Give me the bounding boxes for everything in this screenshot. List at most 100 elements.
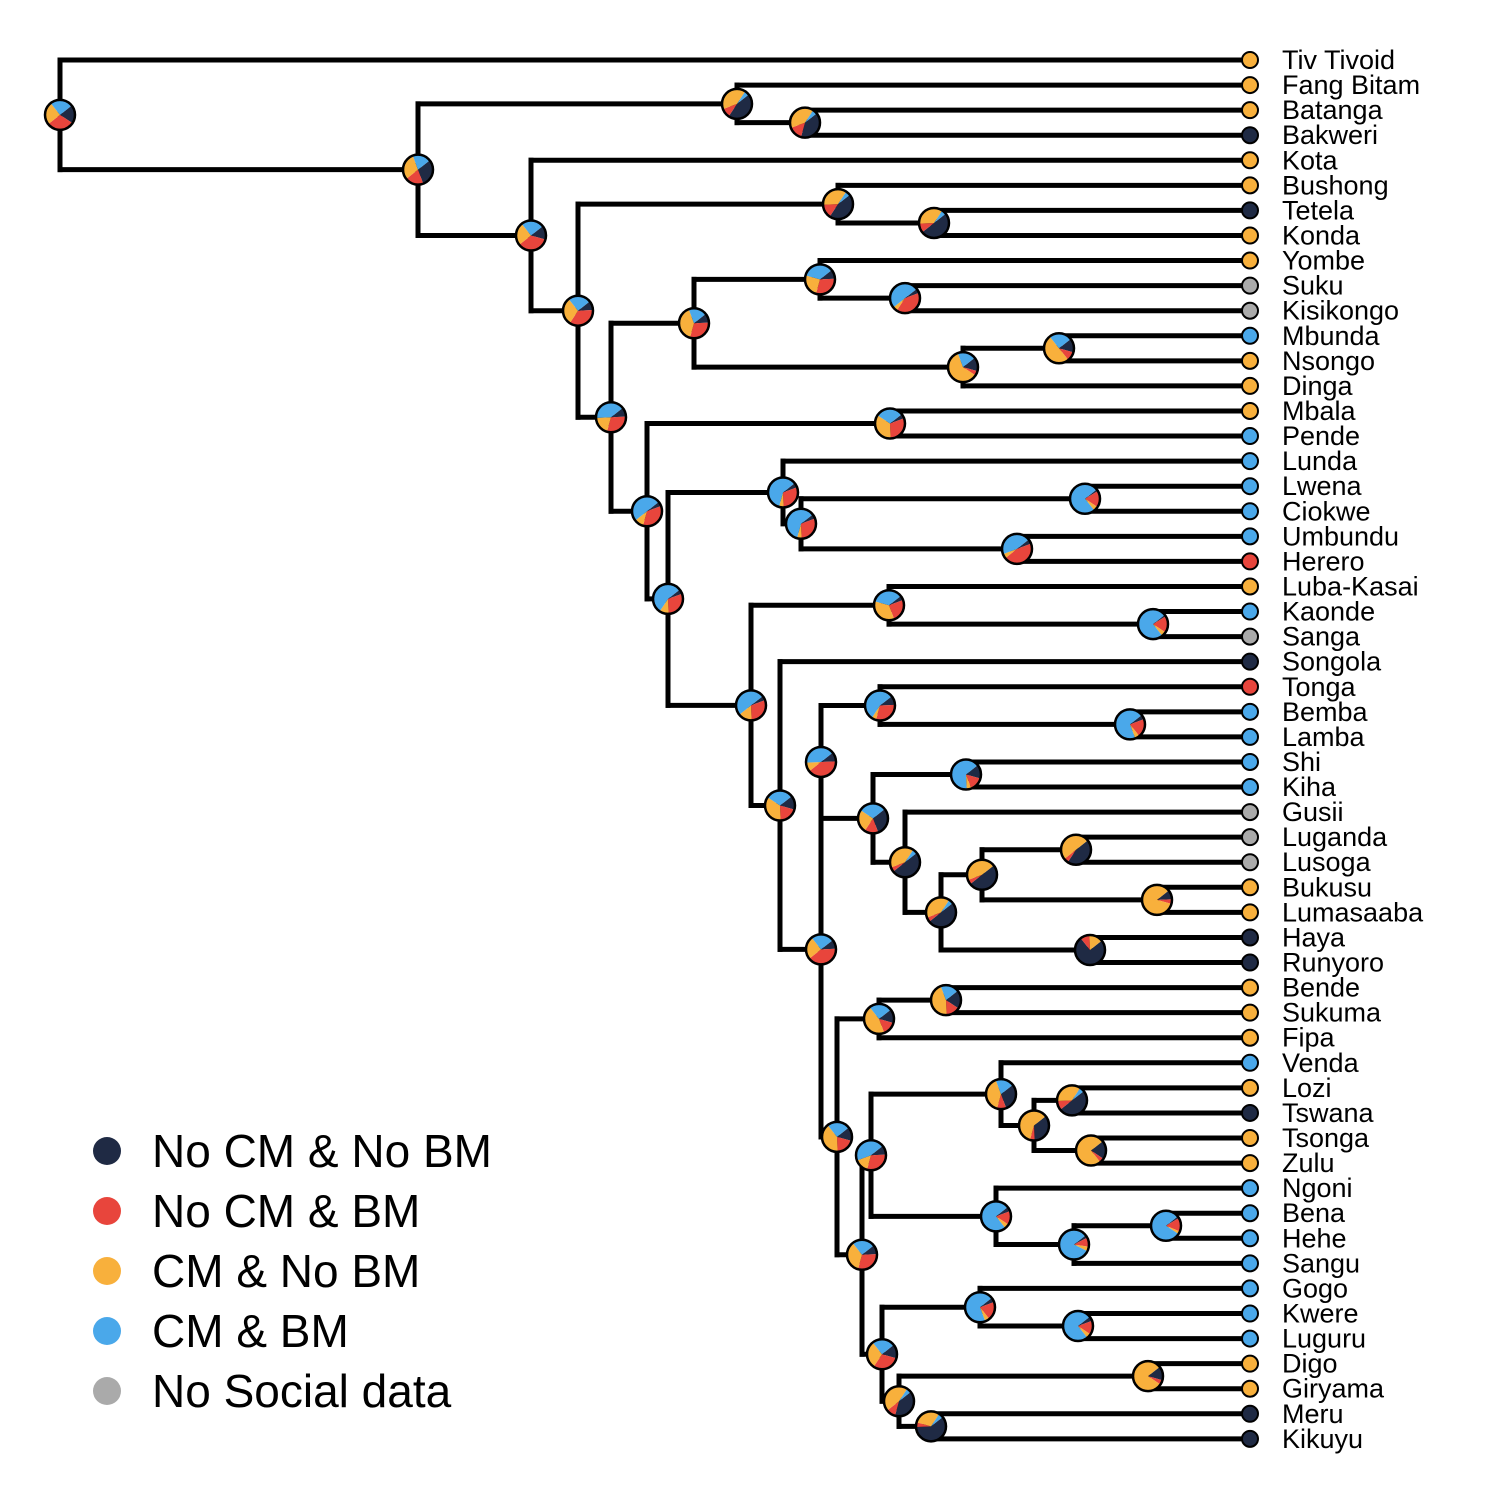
pie-slice-no-cm-no-bm (780, 796, 795, 810)
tip-label: Kota (1282, 145, 1339, 175)
pie-outline (1113, 708, 1147, 741)
tip: Kisikongo (1241, 296, 1399, 326)
tip: Bemba (1241, 697, 1369, 727)
pie-slice-cm-no-bm (789, 107, 814, 128)
tip: Lozi (1241, 1073, 1332, 1103)
pie-slice-cm-bm (838, 191, 850, 205)
tip: Sanga (1241, 622, 1361, 652)
tip-label: Kisikongo (1282, 296, 1399, 326)
pie-slice-cm-bm (737, 91, 749, 104)
tip-label: Lunda (1282, 446, 1358, 476)
pie-slice-cm-no-bm (966, 774, 972, 790)
pie-outline (865, 1337, 899, 1371)
tip-state-dot (1241, 151, 1259, 170)
pie-slice-no-cm-bm (519, 235, 546, 251)
tip: Shi (1241, 747, 1321, 777)
pie-slice-cm-bm (736, 690, 763, 715)
legend: No CM & No BM No CM & BM CM & No BM CM & BM… (93, 1125, 492, 1417)
tip: Lunda (1241, 446, 1358, 476)
tip-state-dot (1241, 752, 1259, 771)
pie-outline (862, 1002, 896, 1036)
pie-slice-cm-no-bm (659, 598, 669, 614)
node-pie (734, 689, 768, 722)
tip: Digo (1241, 1349, 1338, 1379)
pie-slice-no-cm-bm (963, 367, 978, 376)
pie-slice-cm-bm (951, 759, 978, 790)
pie-slice-no-cm-bm (668, 593, 684, 614)
pie-outline (929, 983, 963, 1017)
pie-outline (946, 350, 980, 384)
tip: Ciokwe (1241, 496, 1371, 526)
tip: Runyoro (1241, 948, 1384, 978)
pie-outline (788, 106, 822, 139)
node-pie (845, 1238, 879, 1271)
pie-slice-no-cm-bm (857, 1254, 877, 1270)
pie-slice-no-cm-no-bm (893, 852, 920, 878)
pie-slice-cm-no-bm (864, 1007, 885, 1034)
pie-outline (821, 187, 855, 221)
tip: Lamba (1241, 722, 1366, 752)
tip-state-dot (1241, 251, 1259, 270)
pie-slice-no-cm-no-bm (783, 483, 798, 493)
tip-label: Ngoni (1282, 1173, 1353, 1203)
node-pie (949, 758, 983, 791)
pie-slice-cm-bm (890, 283, 917, 308)
pie-slice-no-cm-bm (896, 292, 920, 314)
pie-outline (917, 206, 951, 240)
pie-slice-cm-bm (872, 1339, 894, 1355)
tip: Herero (1241, 546, 1365, 576)
pie-slice-cm-bm (811, 934, 833, 950)
tip: Fipa (1241, 1023, 1336, 1053)
pie-slice-no-cm-bm (801, 518, 817, 539)
pie-slice-no-cm-no-bm (60, 105, 76, 124)
pie-outline (804, 933, 838, 966)
pie-slice-no-cm-no-bm (611, 407, 626, 418)
tip-state-dot (1241, 427, 1259, 446)
pie-outline (677, 306, 711, 340)
pie-slice-no-cm-no-bm (862, 1245, 877, 1255)
tip: Kiha (1241, 772, 1337, 802)
node-pie (1068, 482, 1102, 515)
tip: Sangu (1241, 1248, 1360, 1278)
pie-outline (872, 589, 906, 622)
node-pie (561, 294, 595, 327)
tip: Kaonde (1241, 597, 1375, 627)
pie-slice-cm-bm (805, 110, 817, 123)
pie-outline (1149, 1209, 1183, 1243)
tip-label: Shi (1282, 747, 1321, 777)
legend-label: CM & No BM (152, 1245, 420, 1297)
tip-label: Sukuma (1282, 998, 1382, 1028)
pie-slice-cm-bm (931, 1413, 943, 1427)
tip-label: Tsonga (1282, 1123, 1370, 1153)
pie-slice-cm-bm (905, 849, 917, 863)
pie-slice-cm-bm (521, 220, 543, 236)
pie-slice-cm-no-bm (1153, 624, 1166, 636)
tip: Lusoga (1241, 847, 1372, 877)
node-pie (766, 476, 800, 509)
pie-slice-no-cm-no-bm (1059, 338, 1074, 353)
legend-item: No Social data (93, 1365, 452, 1417)
node-pie (1149, 1209, 1183, 1243)
tip-state-dot (1241, 376, 1259, 395)
node-pie (1131, 1359, 1165, 1393)
pie-slice-cm-bm (864, 690, 892, 719)
legend-swatch (93, 1317, 121, 1345)
pie-slice-no-cm-bm (48, 114, 73, 130)
pie-slice-no-cm-no-bm (1074, 1235, 1088, 1245)
pie-outline (720, 87, 754, 121)
pie-outline (914, 1410, 948, 1443)
tip-label: Bende (1282, 973, 1360, 1003)
tip-state-dot (1241, 1354, 1259, 1373)
node-pie (630, 494, 664, 528)
tip-state-dot (1241, 677, 1259, 696)
pie-slice-no-cm-bm (1029, 1125, 1035, 1141)
pie-outline (766, 476, 800, 509)
pie-slice-cm-bm (934, 210, 946, 223)
pie-slice-no-cm-bm (790, 122, 805, 138)
tip-label: Lozi (1282, 1073, 1332, 1103)
tip-label: Lamba (1282, 722, 1366, 752)
tip-label: Bushong (1282, 170, 1389, 200)
pie-slice-cm-no-bm (562, 298, 578, 324)
tip-label: Runyoro (1282, 948, 1384, 978)
pie-slice-cm-no-bm (867, 1342, 882, 1367)
